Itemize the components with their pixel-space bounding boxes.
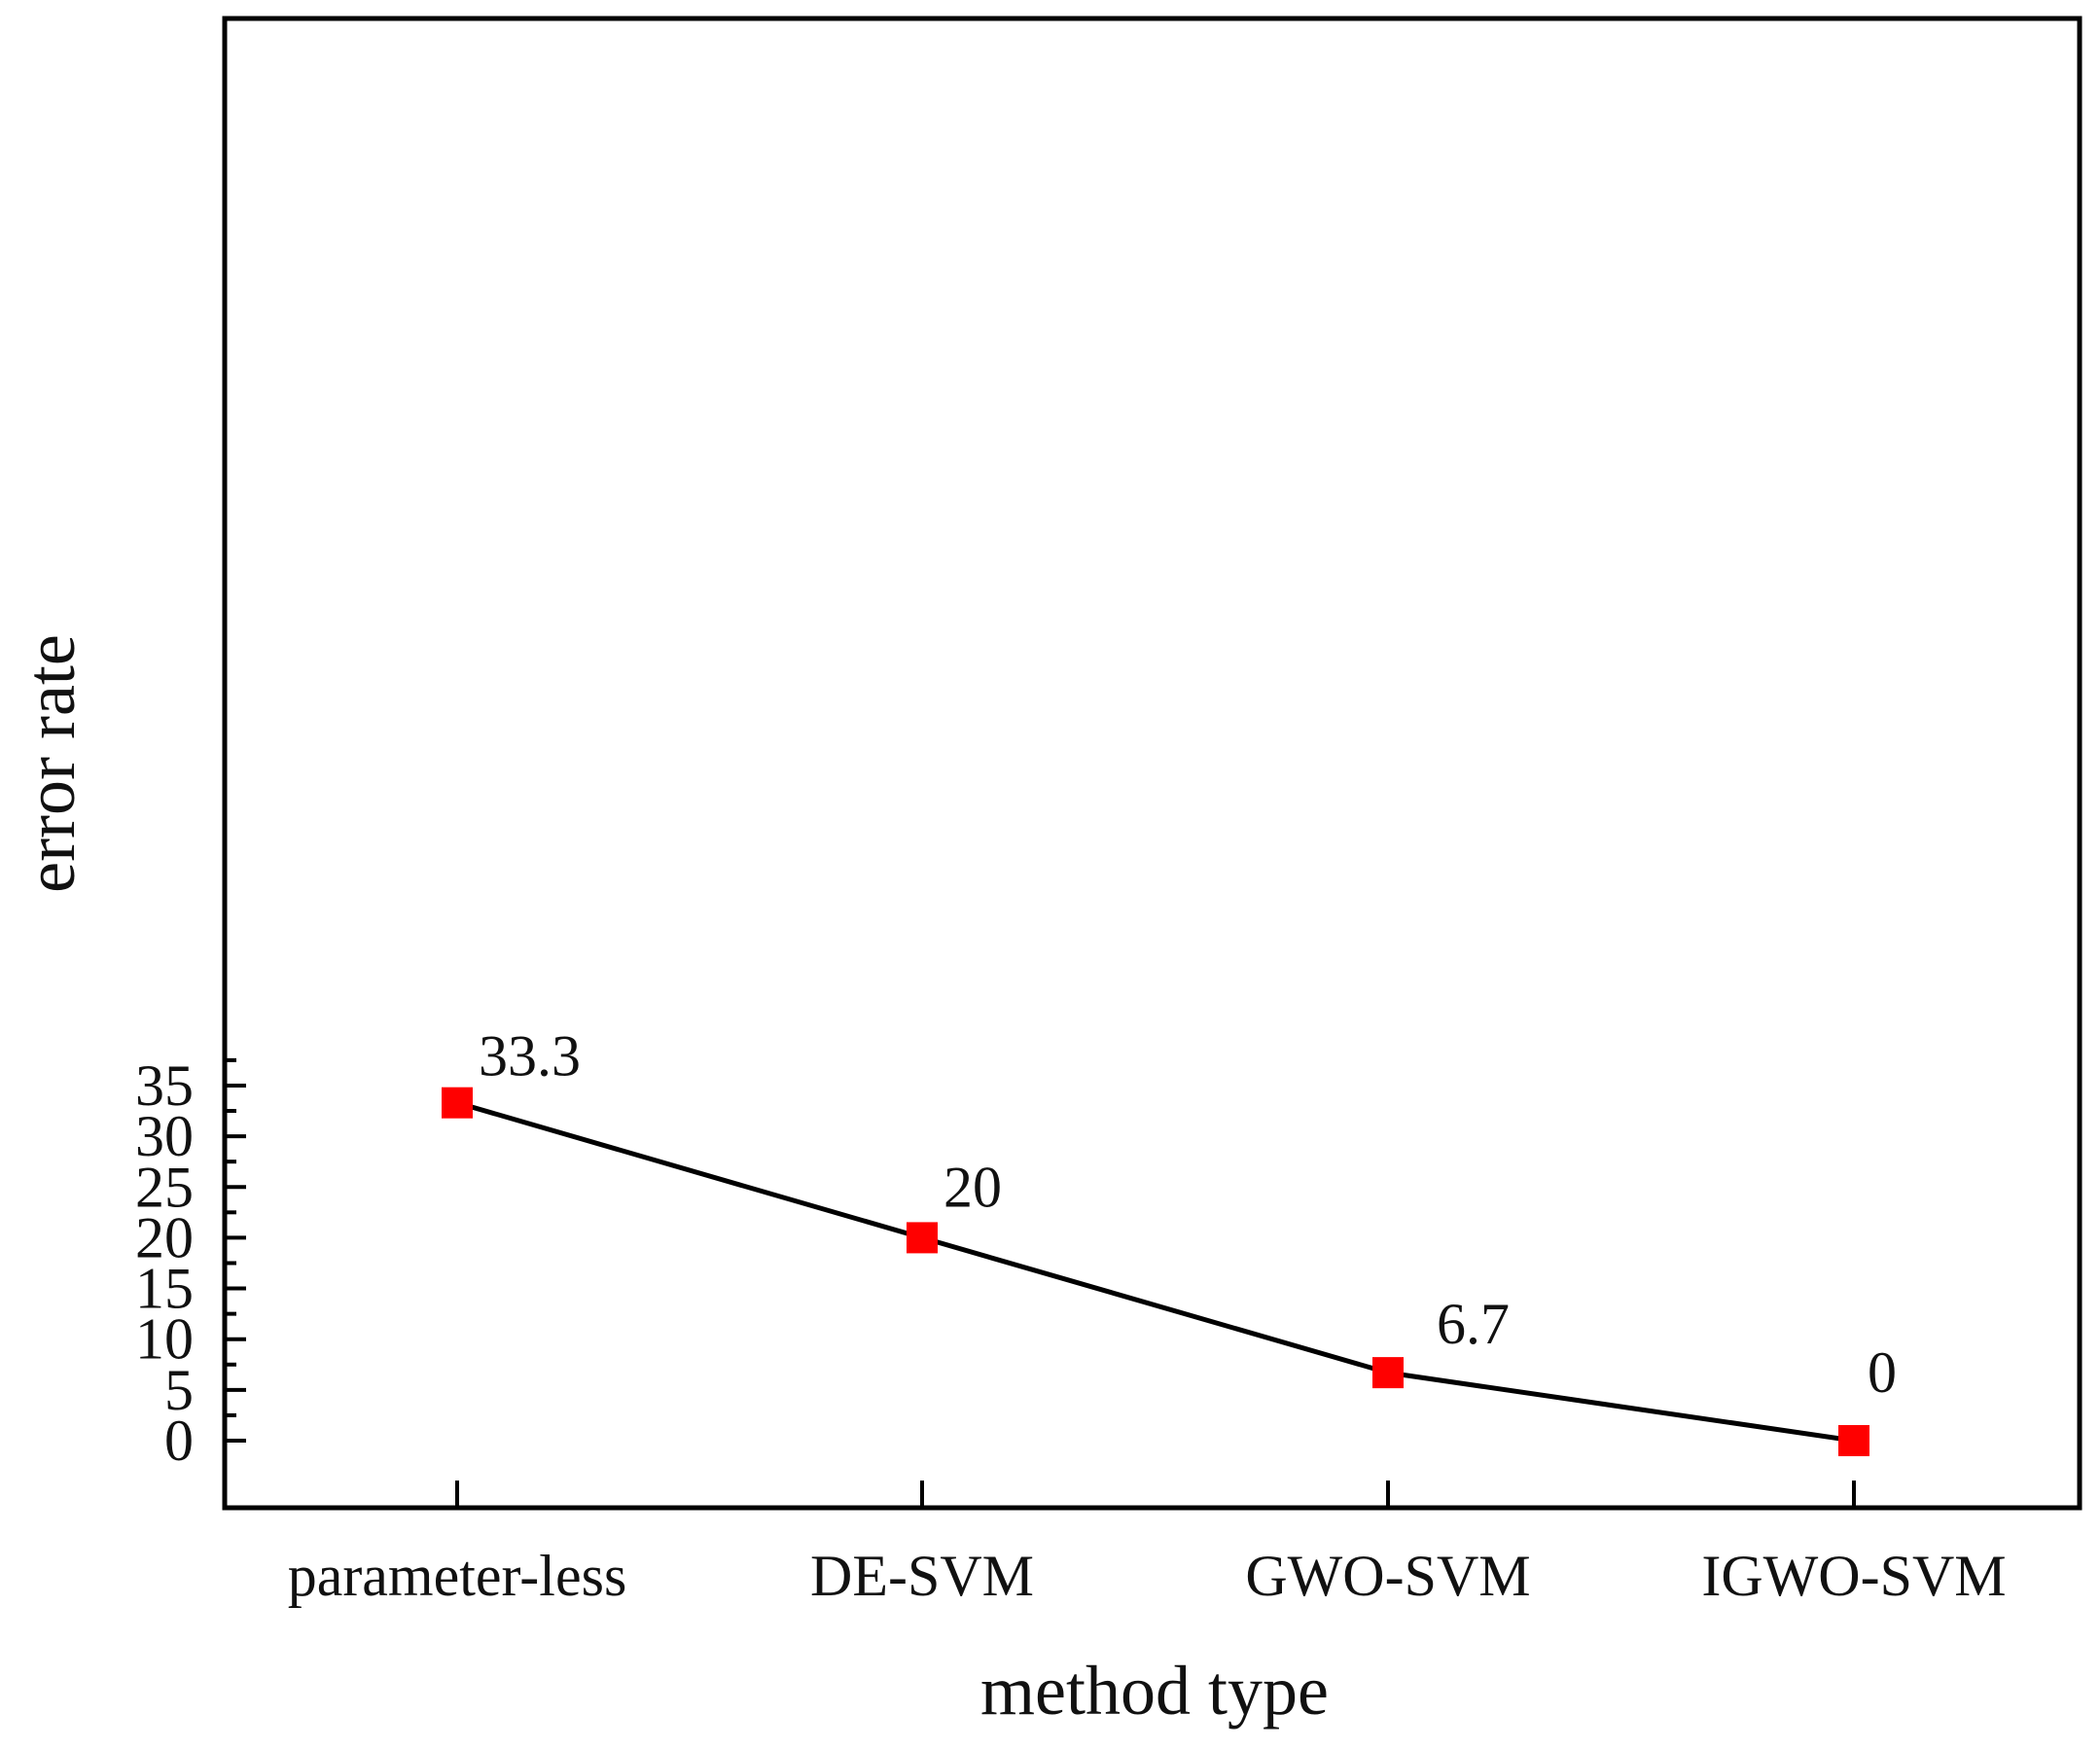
y-tick-label: 30 — [135, 1104, 194, 1168]
y-tick-label: 15 — [135, 1257, 194, 1321]
y-tick-label: 35 — [135, 1053, 194, 1118]
data-label: 0 — [1868, 1340, 1897, 1405]
data-point-marker — [1372, 1357, 1404, 1389]
y-tick-label: 20 — [135, 1205, 194, 1269]
y-tick-label: 0 — [164, 1409, 194, 1473]
series-line — [456, 1100, 1855, 1444]
data-point-marker — [442, 1087, 473, 1119]
data-point-marker — [1838, 1425, 1869, 1456]
x-tick-label: parameter-less — [288, 1544, 627, 1608]
data-label: 6.7 — [1437, 1292, 1510, 1356]
y-tick-label: 10 — [135, 1307, 194, 1372]
x-tick-label: IGWO-SVM — [1701, 1544, 2006, 1608]
y-axis-title: error rate — [12, 634, 89, 893]
data-label: 20 — [943, 1155, 1002, 1219]
plot-frame — [222, 16, 2082, 1511]
data-label: 33.3 — [479, 1024, 581, 1089]
x-tick-label: DE-SVM — [810, 1544, 1034, 1608]
x-tick-label: GWO-SVM — [1245, 1544, 1530, 1608]
data-point-marker — [907, 1222, 938, 1254]
x-axis-title: method type — [980, 1652, 1329, 1730]
y-tick-label: 25 — [135, 1155, 194, 1219]
y-tick-label: 5 — [164, 1358, 194, 1422]
